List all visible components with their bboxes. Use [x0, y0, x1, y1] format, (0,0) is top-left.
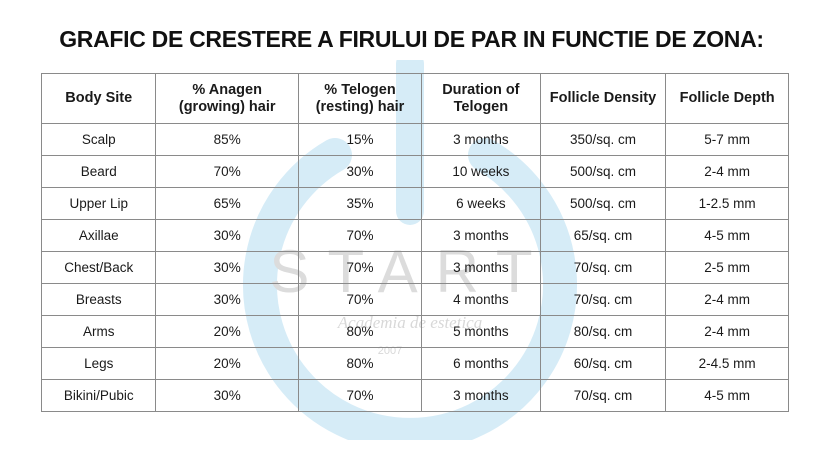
table-row: Beard 70% 30% 10 weeks 500/sq. cm 2-4 mm: [40, 155, 789, 188]
table-row: Upper Lip 65% 35% 6 weeks 500/sq. cm 1-2…: [40, 187, 789, 220]
table-row: Breasts 30% 70% 4 months 70/sq. cm 2-4 m…: [40, 283, 789, 316]
cell-depth: 2-4 mm: [665, 283, 789, 316]
table-row: Legs 20% 80% 6 months 60/sq. cm 2-4.5 mm: [40, 347, 789, 380]
cell-density: 70/sq. cm: [539, 251, 667, 284]
table-row: Bikini/Pubic 30% 70% 3 months 70/sq. cm …: [40, 379, 789, 412]
cell-density: 350/sq. cm: [539, 123, 667, 156]
cell-anagen: 30%: [155, 251, 299, 284]
cell-density: 60/sq. cm: [539, 347, 667, 380]
cell-duration: 6 weeks: [421, 187, 541, 220]
header-follicle-depth: Follicle Depth: [665, 73, 789, 124]
cell-body-site: Breasts: [40, 283, 157, 316]
cell-body-site: Chest/Back: [40, 251, 157, 284]
cell-body-site: Legs: [40, 347, 157, 380]
cell-telogen: 15%: [297, 123, 423, 156]
cell-depth: 5-7 mm: [665, 123, 789, 156]
page-title: GRAFIC DE CRESTERE A FIRULUI DE PAR IN F…: [59, 26, 764, 52]
cell-telogen: 70%: [297, 251, 423, 284]
table-row: Scalp 85% 15% 3 months 350/sq. cm 5-7 mm: [40, 123, 789, 156]
cell-anagen: 30%: [155, 219, 299, 252]
cell-duration: 4 months: [421, 283, 541, 316]
cell-density: 500/sq. cm: [539, 187, 667, 220]
table-row: Axillae 30% 70% 3 months 65/sq. cm 4-5 m…: [40, 219, 789, 252]
cell-anagen: 30%: [155, 379, 299, 412]
cell-telogen: 30%: [297, 155, 423, 188]
cell-body-site: Bikini/Pubic: [40, 379, 157, 412]
cell-anagen: 65%: [155, 187, 299, 220]
cell-anagen: 20%: [155, 315, 299, 348]
cell-duration: 10 weeks: [421, 155, 541, 188]
cell-depth: 4-5 mm: [665, 219, 789, 252]
cell-duration: 3 months: [421, 251, 541, 284]
cell-telogen: 70%: [297, 219, 423, 252]
cell-body-site: Axillae: [40, 219, 157, 252]
header-body-site: Body Site: [40, 73, 157, 124]
cell-anagen: 30%: [155, 283, 299, 316]
cell-depth: 2-4 mm: [665, 315, 789, 348]
cell-duration: 3 months: [421, 379, 541, 412]
cell-density: 65/sq. cm: [539, 219, 667, 252]
header-anagen: % Anagen (growing) hair: [155, 73, 299, 124]
cell-anagen: 85%: [155, 123, 299, 156]
table-row: Arms 20% 80% 5 months 80/sq. cm 2-4 mm: [40, 315, 789, 348]
header-telogen-duration: Duration of Telogen: [421, 73, 541, 124]
table-row: Chest/Back 30% 70% 3 months 70/sq. cm 2-…: [40, 251, 789, 284]
cell-body-site: Arms: [40, 315, 157, 348]
cell-duration: 3 months: [421, 219, 541, 252]
cell-depth: 1-2.5 mm: [665, 187, 789, 220]
cell-telogen: 80%: [297, 315, 423, 348]
cell-depth: 2-5 mm: [665, 251, 789, 284]
table-header-row: Body Site % Anagen (growing) hair % Telog…: [40, 73, 789, 124]
cell-depth: 2-4 mm: [665, 155, 789, 188]
cell-density: 70/sq. cm: [539, 379, 667, 412]
header-telogen: % Telogen (resting) hair: [297, 73, 423, 124]
cell-telogen: 70%: [297, 379, 423, 412]
cell-telogen: 80%: [297, 347, 423, 380]
cell-body-site: Upper Lip: [40, 187, 157, 220]
cell-telogen: 35%: [297, 187, 423, 220]
cell-density: 70/sq. cm: [539, 283, 667, 316]
cell-density: 80/sq. cm: [539, 315, 667, 348]
cell-anagen: 20%: [155, 347, 299, 380]
cell-duration: 5 months: [421, 315, 541, 348]
cell-depth: 2-4.5 mm: [665, 347, 789, 380]
cell-telogen: 70%: [297, 283, 423, 316]
hair-growth-table: Body Site % Anagen (growing) hair % Telog…: [40, 73, 789, 412]
header-follicle-density: Follicle Density: [539, 73, 667, 124]
cell-depth: 4-5 mm: [665, 379, 789, 412]
cell-density: 500/sq. cm: [539, 155, 667, 188]
cell-body-site: Scalp: [40, 123, 157, 156]
cell-anagen: 70%: [155, 155, 299, 188]
cell-duration: 6 months: [421, 347, 541, 380]
cell-duration: 3 months: [421, 123, 541, 156]
cell-body-site: Beard: [40, 155, 157, 188]
